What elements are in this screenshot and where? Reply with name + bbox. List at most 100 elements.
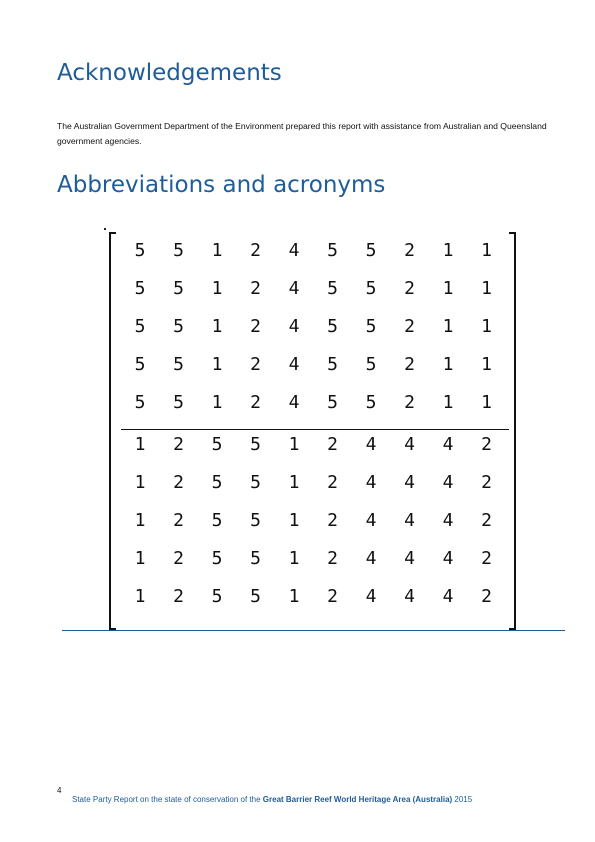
matrix-cell: 1 bbox=[211, 354, 223, 375]
matrix-cell: 2 bbox=[481, 510, 492, 531]
matrix-cell: 1 bbox=[481, 354, 492, 375]
matrix-row: 5 5 1 2 4 5 5 2 1 1 bbox=[121, 232, 506, 270]
matrix-cell: 5 bbox=[134, 278, 146, 299]
matrix-cell: 2 bbox=[404, 240, 415, 261]
matrix-cell: 1 bbox=[211, 240, 223, 261]
matrix-cell: 5 bbox=[173, 240, 184, 261]
page-footer: State Party Report on the state of conse… bbox=[72, 795, 472, 804]
matrix-cell: 5 bbox=[134, 240, 146, 261]
matrix-cell: 4 bbox=[404, 434, 415, 455]
matrix-cell: 4 bbox=[365, 510, 377, 531]
matrix-cell: 1 bbox=[288, 472, 300, 493]
matrix-row: 1 2 5 5 1 2 4 4 4 2 bbox=[121, 464, 506, 502]
matrix-cell: 5 bbox=[173, 316, 184, 337]
acknowledgements-body: The Australian Government Department of … bbox=[57, 121, 547, 146]
matrix-cell: 2 bbox=[327, 586, 338, 607]
matrix-cell: 4 bbox=[442, 434, 454, 455]
matrix-cell: 2 bbox=[327, 510, 338, 531]
matrix-cell: 5 bbox=[365, 316, 377, 337]
matrix-cell: 2 bbox=[173, 472, 184, 493]
matrix-cell: 1 bbox=[481, 392, 492, 413]
matrix-cell: 1 bbox=[442, 240, 454, 261]
matrix-cell: 5 bbox=[327, 278, 338, 299]
matrix-grid: 5 5 1 2 4 5 5 2 1 1 5 5 1 2 4 5 5 2 1 1 5 5 1 2 4 5 5 2 1 1 5 5 1 2 4 5 5 2 1 1… bbox=[121, 232, 506, 612]
matrix-cell: 5 bbox=[327, 316, 338, 337]
matrix-cell: 4 bbox=[442, 510, 454, 531]
figure-baseline bbox=[62, 630, 565, 631]
matrix-cell: 2 bbox=[327, 472, 338, 493]
matrix-cell: 4 bbox=[404, 510, 415, 531]
matrix-row: 5 5 1 2 4 5 5 2 1 1 bbox=[121, 308, 506, 346]
matrix-cell: 5 bbox=[173, 392, 184, 413]
matrix-cell: 4 bbox=[365, 548, 377, 569]
matrix-cell: 2 bbox=[404, 392, 415, 413]
matrix-cell: 1 bbox=[481, 278, 492, 299]
matrix-cell: 1 bbox=[211, 316, 223, 337]
matrix-cell: 4 bbox=[365, 434, 377, 455]
matrix-cell: 5 bbox=[365, 354, 377, 375]
matrix-cell: 5 bbox=[134, 316, 146, 337]
matrix-cell: 2 bbox=[404, 316, 415, 337]
matrix-cell: 1 bbox=[288, 548, 300, 569]
matrix-cell: 1 bbox=[442, 392, 454, 413]
matrix-cell: 2 bbox=[250, 278, 261, 299]
matrix-block-divider bbox=[121, 429, 509, 430]
matrix-cell: 5 bbox=[211, 434, 223, 455]
matrix-cell: 2 bbox=[173, 510, 184, 531]
matrix-cell: 4 bbox=[288, 316, 300, 337]
matrix-row: 5 5 1 2 4 5 5 2 1 1 bbox=[121, 270, 506, 308]
matrix-cell: 4 bbox=[288, 240, 300, 261]
matrix-cell: 5 bbox=[173, 354, 184, 375]
matrix-cell: 2 bbox=[404, 278, 415, 299]
matrix-cell: 1 bbox=[288, 434, 300, 455]
matrix-cell: 1 bbox=[211, 392, 223, 413]
matrix-row: 1 2 5 5 1 2 4 4 4 2 bbox=[121, 578, 506, 616]
matrix-left-bracket bbox=[109, 232, 116, 630]
figure-mark bbox=[104, 228, 106, 230]
footer-text-suffix: 2015 bbox=[452, 795, 473, 804]
matrix-cell: 2 bbox=[173, 548, 184, 569]
matrix-cell: 1 bbox=[481, 240, 492, 261]
matrix-cell: 2 bbox=[173, 434, 184, 455]
matrix-cell: 1 bbox=[134, 548, 146, 569]
matrix-row: 5 5 1 2 4 5 5 2 1 1 bbox=[121, 384, 506, 422]
matrix-cell: 5 bbox=[250, 510, 261, 531]
matrix-cell: 4 bbox=[404, 472, 415, 493]
matrix-cell: 2 bbox=[250, 240, 261, 261]
matrix-row: 5 5 1 2 4 5 5 2 1 1 bbox=[121, 346, 506, 384]
matrix-cell: 4 bbox=[288, 392, 300, 413]
matrix-cell: 2 bbox=[481, 434, 492, 455]
matrix-cell: 5 bbox=[211, 586, 223, 607]
matrix-cell: 5 bbox=[365, 278, 377, 299]
matrix-cell: 4 bbox=[365, 586, 377, 607]
matrix-cell: 5 bbox=[327, 392, 338, 413]
matrix-cell: 5 bbox=[134, 392, 146, 413]
matrix-cell: 5 bbox=[211, 548, 223, 569]
matrix-cell: 1 bbox=[211, 278, 223, 299]
matrix-cell: 2 bbox=[481, 472, 492, 493]
matrix-cell: 5 bbox=[250, 586, 261, 607]
matrix-cell: 1 bbox=[442, 354, 454, 375]
matrix-cell: 2 bbox=[481, 586, 492, 607]
matrix-cell: 1 bbox=[134, 510, 146, 531]
matrix-row: 1 2 5 5 1 2 4 4 4 2 bbox=[121, 502, 506, 540]
matrix-cell: 2 bbox=[173, 586, 184, 607]
matrix-cell: 4 bbox=[442, 548, 454, 569]
matrix-cell: 5 bbox=[250, 548, 261, 569]
matrix-cell: 1 bbox=[442, 316, 454, 337]
matrix-cell: 5 bbox=[365, 392, 377, 413]
matrix-cell: 4 bbox=[288, 354, 300, 375]
matrix-right-bracket bbox=[509, 232, 516, 630]
matrix-cell: 2 bbox=[481, 548, 492, 569]
footer-text-bold: Great Barrier Reef World Heritage Area (… bbox=[262, 795, 453, 804]
matrix-cell: 4 bbox=[288, 278, 300, 299]
footer-text-prefix: State Party Report on the state of conse… bbox=[72, 795, 263, 804]
matrix-cell: 5 bbox=[250, 472, 261, 493]
matrix-cell: 2 bbox=[250, 316, 261, 337]
matrix-cell: 1 bbox=[134, 586, 146, 607]
matrix-row: 1 2 5 5 1 2 4 4 4 2 bbox=[121, 540, 506, 578]
matrix-cell: 5 bbox=[327, 354, 338, 375]
matrix-cell: 4 bbox=[442, 472, 454, 493]
matrix-cell: 1 bbox=[288, 510, 300, 531]
matrix-row: 1 2 5 5 1 2 4 4 4 2 bbox=[121, 426, 506, 464]
